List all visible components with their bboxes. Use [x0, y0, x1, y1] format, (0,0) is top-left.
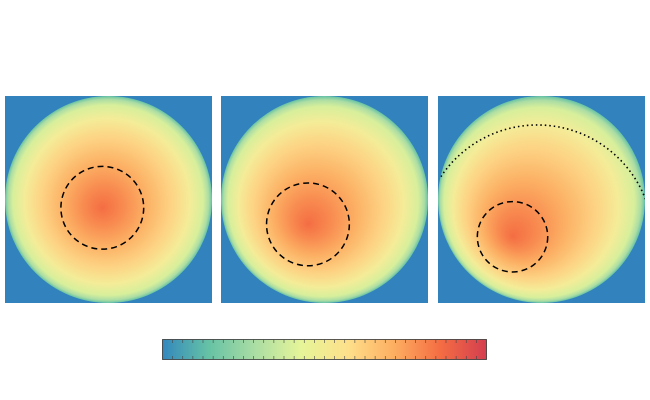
colorbar-ticks	[172, 339, 477, 360]
dashed-contour	[265, 182, 351, 267]
panels-group	[5, 96, 645, 303]
panel-1	[5, 96, 212, 303]
dotted-contour	[438, 124, 645, 303]
temperature-disk	[5, 96, 212, 303]
dashed-contour	[476, 200, 549, 273]
panel-3	[438, 96, 645, 303]
panel-2	[221, 96, 428, 303]
temperature-disk	[221, 96, 428, 303]
dashed-contour	[60, 165, 145, 250]
colorbar	[162, 339, 487, 360]
temperature-disk	[438, 96, 645, 303]
